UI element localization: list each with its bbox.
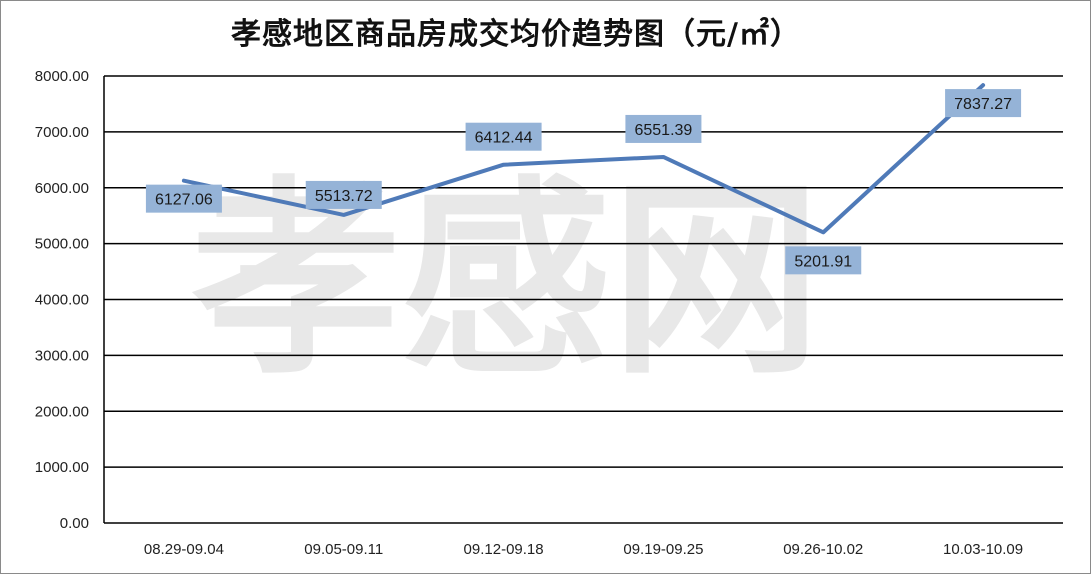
data-label: 5513.72 bbox=[305, 180, 382, 209]
data-label: 6127.06 bbox=[145, 184, 222, 213]
x-tick-label: 09.26-10.02 bbox=[783, 541, 863, 558]
y-tick-label: 6000.00 bbox=[35, 180, 89, 197]
gridlines bbox=[103, 75, 1063, 524]
data-labels: 6127.06 5513.72 6412.44 6551.39 5201.91 7837.… bbox=[145, 89, 1022, 275]
y-axis-ticks: 0.00 1000.00 2000.00 3000.00 4000.00 5000.00 6… bbox=[35, 68, 89, 532]
data-label-box bbox=[625, 114, 702, 143]
data-label-box bbox=[145, 184, 222, 213]
x-tick-label: 09.12-09.18 bbox=[464, 541, 544, 558]
chart-title: 孝感地区商品房成交均价趋势图（元/㎡） bbox=[231, 17, 801, 52]
y-tick-label: 7000.00 bbox=[35, 124, 89, 141]
y-tick-label: 4000.00 bbox=[35, 292, 89, 309]
y-tick-label: 2000.00 bbox=[35, 403, 89, 420]
x-tick-label: 09.19-09.25 bbox=[623, 541, 703, 558]
data-label: 6412.44 bbox=[465, 122, 542, 151]
y-tick-label: 5000.00 bbox=[35, 236, 89, 253]
x-tick-label: 10.03-10.09 bbox=[943, 541, 1023, 558]
data-label-text: 6551.39 bbox=[634, 122, 692, 139]
y-tick-label: 8000.00 bbox=[35, 68, 89, 85]
series-line bbox=[181, 83, 986, 235]
data-label-box bbox=[465, 122, 542, 151]
data-label-text: 6412.44 bbox=[475, 130, 533, 147]
data-label-text: 6127.06 bbox=[155, 192, 213, 209]
data-label-box bbox=[785, 246, 862, 275]
y-tick-label: 3000.00 bbox=[35, 347, 89, 364]
x-tick-label: 08.29-09.04 bbox=[144, 541, 224, 558]
data-label-text: 7837.27 bbox=[954, 96, 1012, 113]
data-label: 5201.91 bbox=[785, 246, 862, 275]
data-label-box bbox=[305, 180, 382, 209]
x-axis-ticks: 08.29-09.04 09.05-09.11 09.12-09.18 09.19-0… bbox=[144, 541, 1023, 558]
y-tick-label: 1000.00 bbox=[35, 459, 89, 476]
y-tick-label: 0.00 bbox=[60, 515, 89, 532]
data-label: 7837.27 bbox=[945, 89, 1022, 118]
data-label: 6551.39 bbox=[625, 114, 702, 143]
data-label-text: 5513.72 bbox=[315, 188, 373, 205]
watermark-text: 孝感网 bbox=[191, 158, 821, 403]
x-tick-label: 09.05-09.11 bbox=[304, 541, 383, 558]
data-label-text: 5201.91 bbox=[794, 253, 852, 270]
data-label-box bbox=[945, 89, 1022, 118]
